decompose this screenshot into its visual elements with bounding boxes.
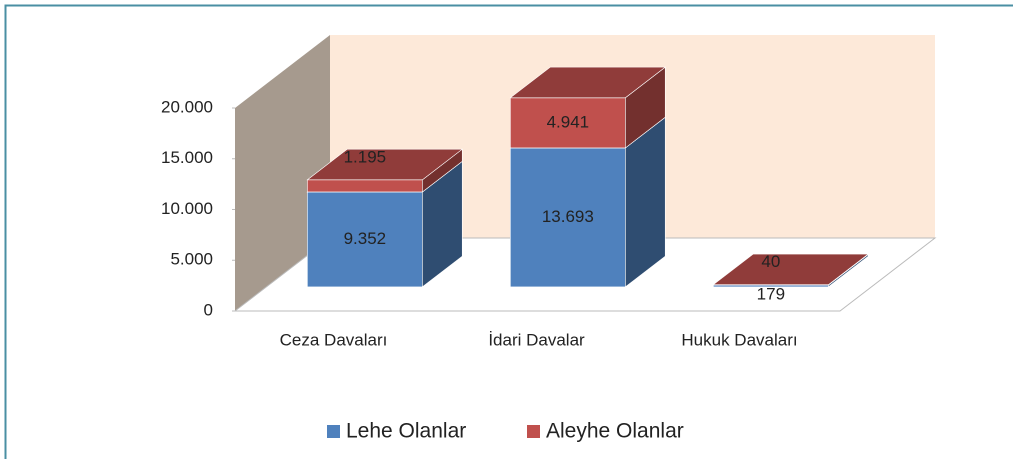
legend-label: Lehe Olanlar <box>346 420 466 443</box>
bar-front <box>307 179 423 193</box>
y-tick-label: 0 <box>204 300 213 319</box>
frame <box>4 4 1013 459</box>
y-tick-label: 5.000 <box>170 250 213 269</box>
data-label: 13.693 <box>542 207 594 226</box>
bar-segment <box>712 253 870 286</box>
x-tick-label: Hukuk Davaları <box>681 330 797 349</box>
legend: Lehe Olanlar Aleyhe Olanlar <box>327 420 684 443</box>
data-label: 179 <box>757 284 785 303</box>
x-tick-label: Ceza Davaları <box>280 330 388 349</box>
legend-label: Aleyhe Olanlar <box>546 420 684 443</box>
side-wall <box>235 35 330 311</box>
legend-swatch <box>327 425 340 438</box>
data-label: 9.352 <box>344 229 387 248</box>
data-label: 1.195 <box>344 147 387 166</box>
y-tick-label: 10.000 <box>161 199 213 218</box>
bar-top <box>712 253 870 285</box>
data-label: 4.941 <box>547 112 590 131</box>
legend-swatch <box>527 425 540 438</box>
bar-top <box>509 66 667 99</box>
y-tick-label: 20.000 <box>161 97 213 116</box>
plot-area: 0 5.000 10.000 15.000 20.000 Ceza Davaları 9.3… <box>161 35 937 349</box>
y-tick-label: 15.000 <box>161 148 213 167</box>
bar-top <box>306 148 464 181</box>
x-tick-label: İdari Davalar <box>488 330 585 349</box>
data-label: 40 <box>761 252 780 271</box>
bar-segment <box>306 148 464 193</box>
bar-segment <box>509 66 667 149</box>
